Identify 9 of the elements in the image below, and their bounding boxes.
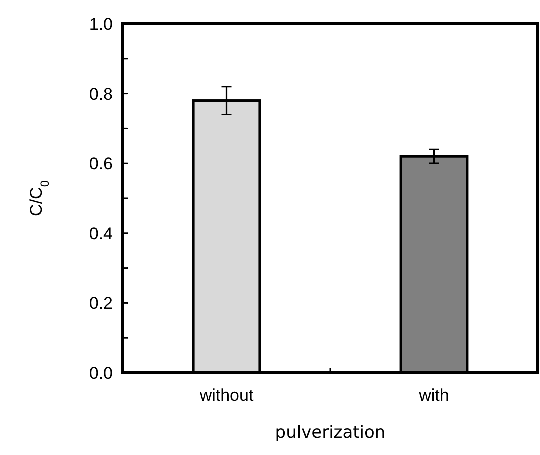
x-tick-label: with bbox=[418, 386, 450, 405]
y-tick-label: 0.8 bbox=[89, 84, 113, 104]
y-tick-label: 0.0 bbox=[89, 364, 113, 383]
y-tick-label: 1.0 bbox=[89, 14, 113, 34]
x-axis-title: pulverization bbox=[275, 423, 386, 443]
y-tick-label: 0.2 bbox=[89, 294, 113, 314]
y-tick-label: 0.6 bbox=[89, 154, 113, 174]
y-tick-label: 0.4 bbox=[89, 224, 113, 244]
x-tick-label: without bbox=[198, 386, 254, 405]
